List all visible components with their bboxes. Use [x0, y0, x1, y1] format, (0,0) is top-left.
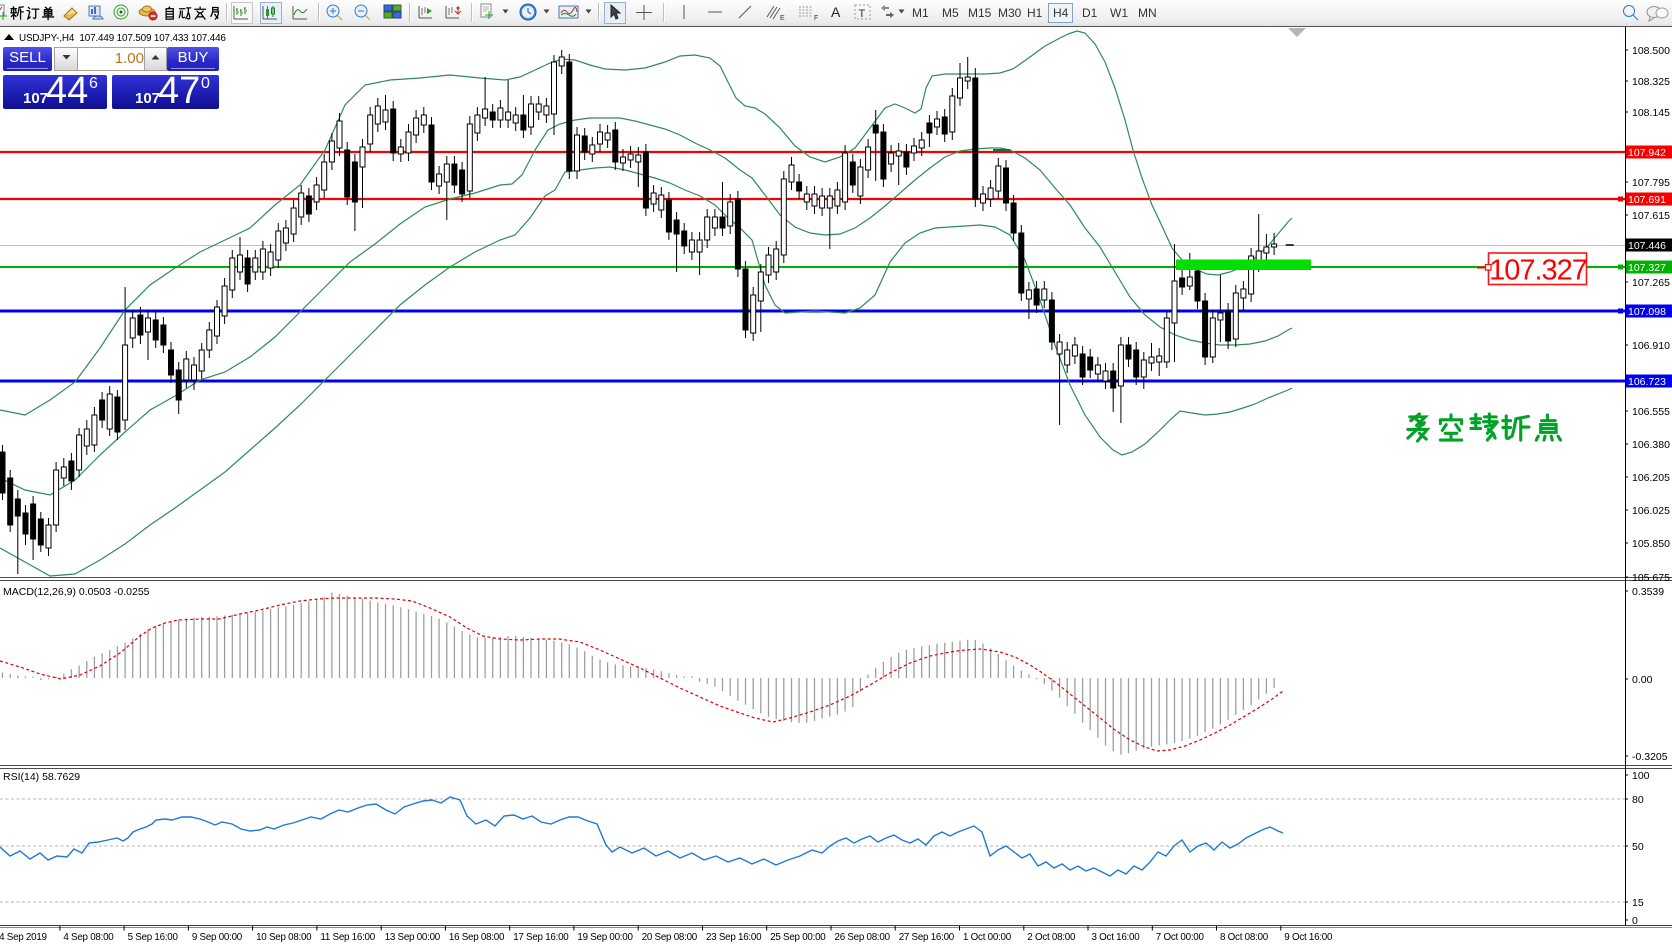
svg-text:E: E — [780, 15, 785, 22]
svg-text:23 Sep 16:00: 23 Sep 16:00 — [706, 932, 762, 943]
svg-text:10 Sep 08:00: 10 Sep 08:00 — [256, 932, 312, 943]
svg-text:0: 0 — [1632, 915, 1638, 927]
svg-text:26 Sep 08:00: 26 Sep 08:00 — [835, 932, 891, 943]
svg-text:106.380: 106.380 — [1632, 439, 1670, 451]
svg-text:F: F — [814, 15, 818, 22]
svg-text:7 Oct 00:00: 7 Oct 00:00 — [1156, 932, 1205, 943]
svg-text:3 Oct 16:00: 3 Oct 16:00 — [1092, 932, 1141, 943]
svg-text:107.265: 107.265 — [1632, 277, 1670, 289]
svg-text:107.327: 107.327 — [1628, 262, 1666, 274]
svg-text:107.327: 107.327 — [1489, 255, 1587, 287]
svg-text:T: T — [859, 8, 866, 20]
svg-text:50: 50 — [1632, 841, 1644, 853]
svg-text:107.615: 107.615 — [1632, 210, 1670, 222]
svg-text:107.098: 107.098 — [1628, 306, 1666, 318]
svg-text:USDJPY-,H4 107.449 107.509 10: USDJPY-,H4 107.449 107.509 107.433 107.4… — [19, 33, 226, 44]
svg-text:106.205: 106.205 — [1632, 472, 1670, 484]
svg-text:108.325: 108.325 — [1632, 76, 1670, 88]
svg-text:19 Sep 00:00: 19 Sep 00:00 — [577, 932, 633, 943]
svg-text:11 Sep 16:00: 11 Sep 16:00 — [320, 932, 375, 943]
svg-text:108.500: 108.500 — [1632, 45, 1670, 57]
svg-text:107.446: 107.446 — [1628, 240, 1666, 252]
svg-text:1 Oct 00:00: 1 Oct 00:00 — [963, 932, 1012, 943]
svg-text:105.850: 105.850 — [1632, 538, 1670, 550]
svg-text:107.691: 107.691 — [1628, 194, 1666, 206]
svg-text:9 Oct 16:00: 9 Oct 16:00 — [1284, 932, 1333, 943]
svg-text:107.942: 107.942 — [1628, 147, 1666, 159]
svg-text:5 Sep 16:00: 5 Sep 16:00 — [128, 932, 179, 943]
svg-text:105.675: 105.675 — [1632, 572, 1670, 584]
svg-text:17 Sep 16:00: 17 Sep 16:00 — [513, 932, 569, 943]
svg-text:106.555: 106.555 — [1632, 406, 1670, 418]
svg-text:9 Sep 00:00: 9 Sep 00:00 — [192, 932, 243, 943]
svg-text:100: 100 — [1632, 770, 1650, 782]
svg-text:4 Sep 08:00: 4 Sep 08:00 — [63, 932, 114, 943]
svg-text:MACD(12,26,9) 0.0503 -0.0255: MACD(12,26,9) 0.0503 -0.0255 — [3, 586, 150, 598]
svg-text:106.723: 106.723 — [1628, 376, 1666, 388]
svg-text:107.795: 107.795 — [1632, 177, 1670, 189]
svg-text:108.145: 108.145 — [1632, 107, 1670, 119]
svg-text:2 Oct 08:00: 2 Oct 08:00 — [1027, 932, 1076, 943]
svg-text:15: 15 — [1632, 897, 1644, 909]
svg-text:-0.3205: -0.3205 — [1632, 751, 1668, 763]
svg-text:8 Oct 08:00: 8 Oct 08:00 — [1220, 932, 1269, 943]
svg-text:0.3539: 0.3539 — [1632, 586, 1664, 598]
svg-text:27 Sep 16:00: 27 Sep 16:00 — [899, 932, 955, 943]
svg-text:0.00: 0.00 — [1632, 674, 1653, 686]
svg-text:16 Sep 08:00: 16 Sep 08:00 — [449, 932, 505, 943]
svg-text:20 Sep 08:00: 20 Sep 08:00 — [642, 932, 698, 943]
svg-text:25 Sep 00:00: 25 Sep 00:00 — [770, 932, 826, 943]
svg-text:106.910: 106.910 — [1632, 340, 1670, 352]
svg-text:13 Sep 00:00: 13 Sep 00:00 — [385, 932, 441, 943]
svg-text:RSI(14) 58.7629: RSI(14) 58.7629 — [3, 771, 80, 783]
svg-text:4 Sep 2019: 4 Sep 2019 — [0, 932, 47, 943]
svg-text:106.025: 106.025 — [1632, 505, 1670, 517]
svg-text:80: 80 — [1632, 794, 1644, 806]
